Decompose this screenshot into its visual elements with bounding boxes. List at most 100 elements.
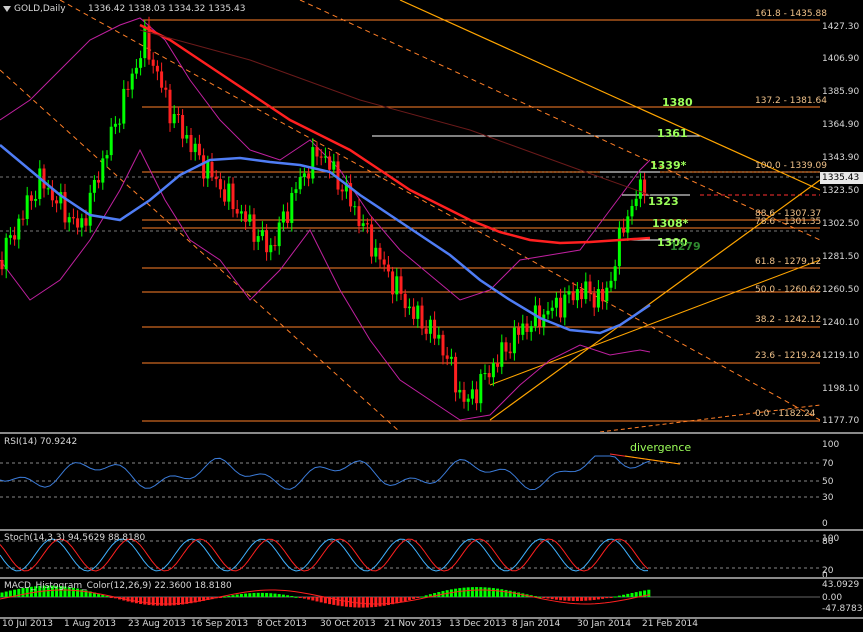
macd-bar — [109, 597, 113, 598]
macd-bar — [4, 591, 8, 597]
candle-body — [84, 218, 88, 226]
candle-body — [374, 247, 378, 257]
candle-body — [193, 143, 197, 153]
macd-bar — [307, 597, 311, 600]
macd-axis-tick: 43.0929 — [822, 580, 860, 590]
macd-bar — [605, 597, 609, 599]
candle-body — [227, 183, 231, 202]
candle-body — [4, 237, 8, 270]
candle-body — [273, 245, 277, 247]
candle-body — [630, 206, 634, 217]
price-axis-tick: 1219.10 — [822, 351, 860, 361]
macd-panel[interactable] — [0, 579, 820, 617]
candle-body — [315, 147, 319, 157]
candle-body — [580, 289, 584, 300]
candle-body — [538, 305, 542, 327]
fib-level-label: 38.2 - 1242.12 — [755, 315, 822, 325]
macd-bar — [155, 597, 159, 606]
candle-body — [462, 389, 466, 402]
macd-bar — [97, 593, 101, 597]
candle-body — [491, 363, 495, 378]
candle-body — [55, 200, 59, 204]
candle-body — [445, 355, 449, 359]
candle-body — [592, 293, 596, 308]
candle-body — [109, 126, 113, 156]
level-label: 1339* — [650, 159, 687, 172]
level-label: 1380 — [662, 96, 693, 109]
fib-level-label: 61.8 - 1279.12 — [755, 257, 822, 267]
candle-body — [8, 235, 12, 238]
candle-body — [428, 319, 432, 334]
candle-body — [235, 209, 239, 214]
candle-body — [588, 281, 592, 294]
time-axis-label: 10 Jul 2013 — [2, 619, 53, 629]
candle-body — [105, 155, 109, 159]
macd-bar — [630, 592, 634, 597]
moving-average-200 — [139, 23, 651, 245]
channel-line-upper — [299, 0, 820, 241]
macd-bar — [46, 585, 50, 597]
price-chart-canvas[interactable] — [0, 0, 820, 432]
macd-bar — [412, 597, 416, 599]
candle-body — [416, 305, 420, 319]
macd-bar — [319, 597, 323, 603]
candle-body — [269, 245, 273, 253]
macd-bar — [504, 589, 508, 597]
macd-canvas[interactable] — [0, 579, 820, 617]
price-chart-panel[interactable] — [0, 0, 820, 432]
time-axis-label: 16 Sep 2013 — [191, 619, 249, 629]
stoch-signal-line — [0, 538, 649, 572]
price-axis-tick: 1198.10 — [822, 384, 860, 394]
stochastic-panel[interactable] — [0, 531, 820, 577]
macd-bar — [55, 585, 59, 597]
candle-body — [34, 198, 38, 201]
stochastic-canvas[interactable] — [0, 531, 820, 577]
macd-bar — [76, 588, 80, 597]
macd-bar — [554, 597, 558, 600]
candle-body — [113, 123, 117, 127]
candle-body — [298, 177, 302, 190]
rsi-panel[interactable] — [0, 434, 820, 529]
macd-bar — [559, 597, 563, 601]
macd-bar — [302, 597, 306, 599]
candle-body — [0, 260, 4, 270]
candle-body — [176, 114, 180, 116]
macd-bar — [378, 597, 382, 607]
rsi-canvas[interactable] — [0, 434, 820, 529]
macd-bar — [407, 597, 411, 601]
candle-body — [403, 293, 407, 309]
price-axis-tick: 1177.70 — [822, 416, 860, 426]
time-axis-label: 21 Nov 2013 — [384, 619, 442, 629]
macd-bar — [332, 597, 336, 605]
candle-body — [349, 183, 353, 207]
macd-bar — [622, 594, 626, 597]
time-axis-label: 13 Dec 2013 — [449, 619, 507, 629]
macd-bar — [391, 597, 395, 605]
candle-body — [365, 223, 369, 225]
candle-body — [202, 155, 206, 179]
macd-bar — [231, 595, 235, 597]
macd-bar — [626, 593, 630, 597]
candle-body — [475, 389, 479, 404]
macd-bar — [496, 588, 500, 597]
candle-body — [412, 306, 416, 319]
candle-body — [197, 143, 201, 156]
macd-bar — [151, 597, 155, 606]
macd-bar — [395, 597, 399, 604]
macd-bar — [491, 588, 495, 597]
macd-bar — [487, 587, 491, 597]
candle-body — [302, 173, 306, 178]
macd-bar — [176, 597, 180, 605]
chart-menu-icon[interactable] — [3, 6, 11, 12]
candle-body — [596, 289, 600, 308]
candle-body — [172, 114, 176, 124]
candle-body — [386, 264, 390, 272]
candle-body — [130, 73, 134, 90]
macd-bar — [134, 597, 138, 604]
moving-average-long — [139, 29, 651, 196]
candle-body — [571, 291, 575, 301]
price-axis-tick: 1427.30 — [822, 22, 860, 32]
macd-bar — [357, 597, 361, 608]
candle-body — [139, 58, 143, 68]
candle-body — [50, 188, 54, 201]
